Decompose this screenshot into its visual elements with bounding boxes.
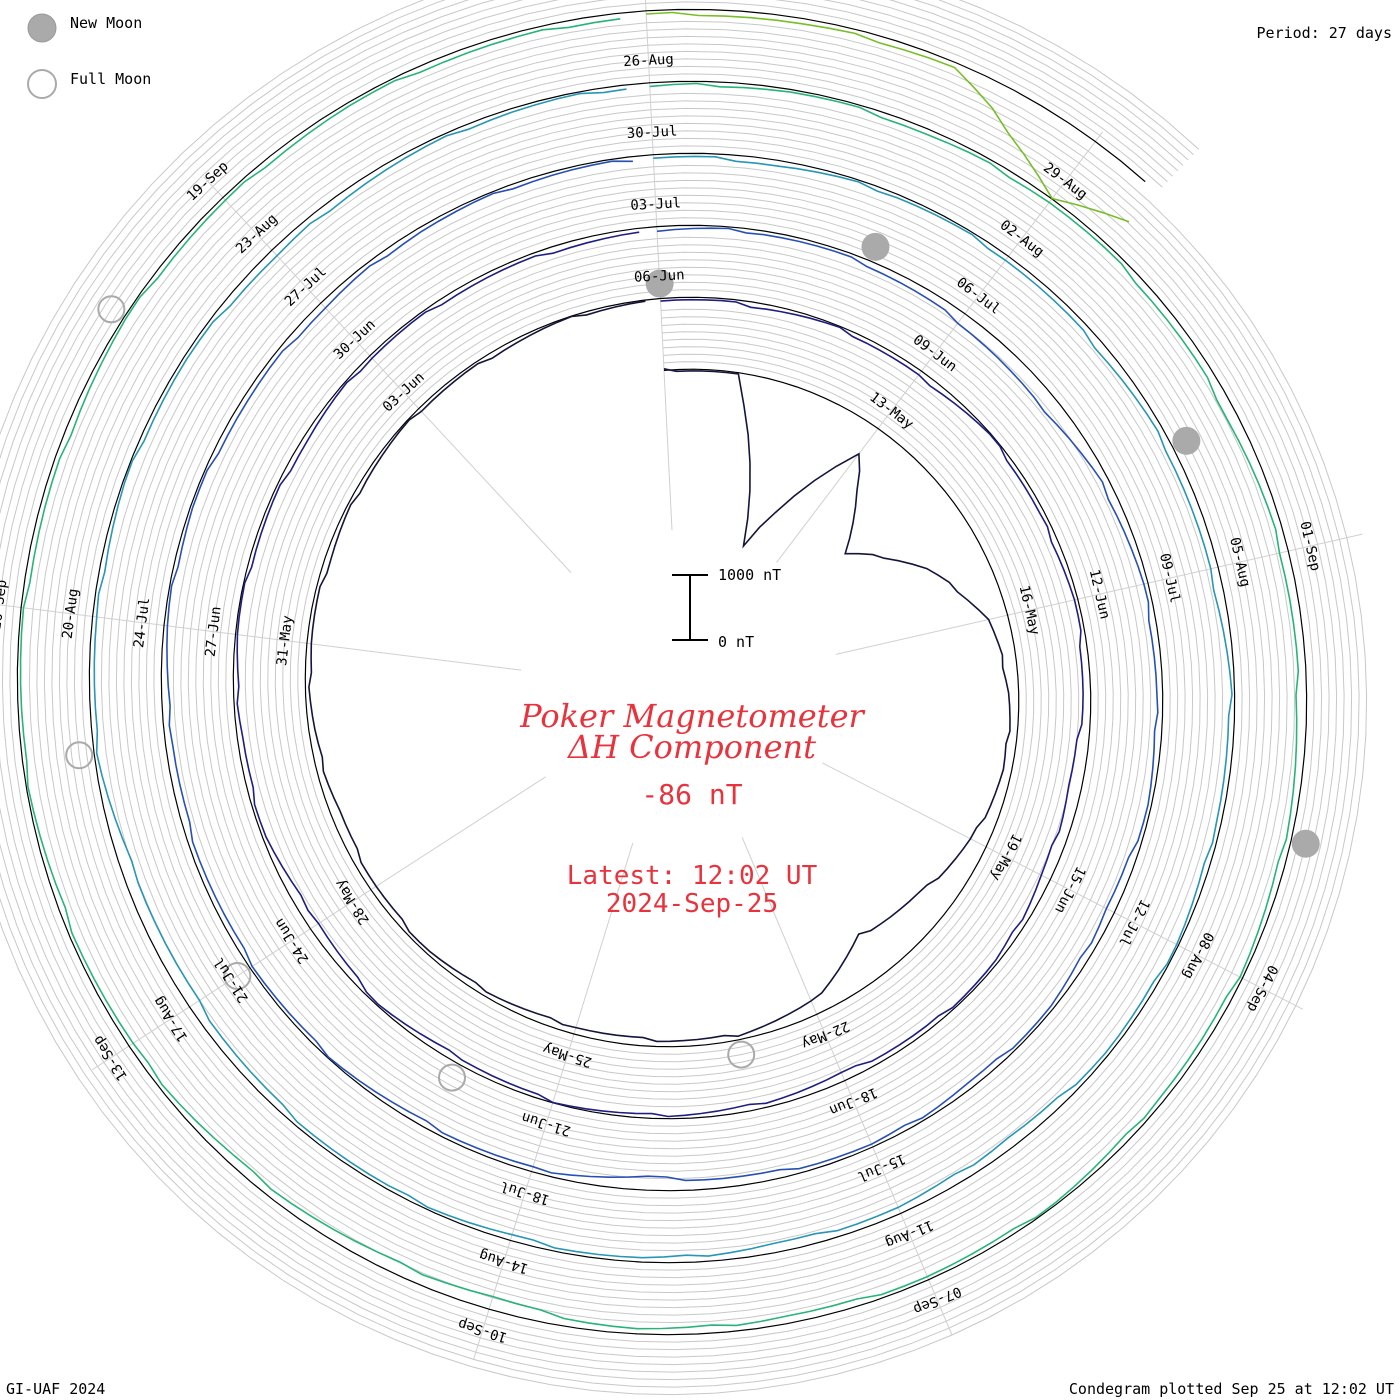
date-label: 05-Aug	[1226, 536, 1253, 589]
trace-series	[236, 231, 1084, 1118]
day-spoke	[741, 837, 953, 1336]
full-moon-icon	[27, 69, 57, 99]
day-spoke	[644, 0, 673, 531]
latest-date: 2024-Sep-25	[606, 889, 778, 919]
full-moon-legend-label: Full Moon	[70, 70, 151, 88]
full-moon-marker	[65, 741, 94, 770]
date-label: 15-Jul	[855, 1150, 908, 1184]
chart-title-line2: ΔH Component	[566, 728, 816, 766]
date-label: 09-Jul	[1156, 552, 1183, 605]
new-moon-icon	[27, 13, 57, 43]
trace-series	[93, 88, 1233, 1259]
date-label: 01-Sep	[1296, 520, 1323, 573]
trace-series	[646, 11, 1130, 223]
footer-plotted: Condegram plotted Sep 25 at 12:02 UT	[1069, 1380, 1394, 1398]
date-label: 16-Sep	[0, 579, 10, 631]
scale-top-label: 1000 nT	[718, 566, 781, 584]
date-label: 06-Jun	[634, 267, 685, 286]
date-label: 12-Jun	[1086, 568, 1113, 621]
full-moon-marker	[223, 961, 252, 990]
grid-spiral	[0, 0, 1345, 1373]
full-moon-marker	[437, 1063, 466, 1092]
trace-series	[166, 160, 1159, 1182]
new-moon-marker	[1291, 829, 1320, 858]
date-label: 08-Aug	[1179, 929, 1216, 981]
grid-spiral	[1, 0, 1323, 1351]
period-label: Period: 27 days	[1257, 24, 1392, 42]
spiral-grid	[0, 0, 1368, 1396]
grid-spiral	[0, 0, 1368, 1396]
day-spoke	[0, 604, 522, 671]
grid-spiral	[0, 0, 1338, 1366]
date-label: 30-Jul	[626, 123, 677, 142]
date-label: 22-May	[799, 1017, 852, 1051]
new-moon-marker	[645, 269, 674, 298]
data-traces	[19, 11, 1300, 1330]
date-label: 20-Aug	[60, 588, 82, 640]
trace-series	[19, 18, 1300, 1330]
date-label: 27-Jun	[203, 606, 225, 658]
date-label: 26-Aug	[623, 52, 674, 71]
footer-credit: GI-UAF 2024	[6, 1380, 105, 1398]
grid-spiral	[0, 0, 1353, 1381]
moon-markers	[65, 232, 1320, 1092]
date-label: 03-Jul	[630, 195, 681, 214]
full-moon-marker	[97, 295, 126, 324]
day-spoke	[776, 131, 1103, 563]
grid-spiral	[0, 0, 1360, 1388]
zero-baseline-spiral	[16, 8, 1308, 1336]
date-label: 24-Jul	[131, 597, 153, 649]
date-label: 31-May	[274, 615, 296, 667]
new-moon-marker	[861, 232, 890, 261]
date-label: 04-Sep	[1243, 962, 1280, 1014]
day-spoke	[473, 842, 634, 1360]
baseline-path	[16, 8, 1308, 1336]
full-moon-marker	[727, 1040, 756, 1069]
date-label: 07-Sep	[911, 1283, 964, 1317]
day-spokes	[0, 0, 1363, 1360]
new-moon-marker	[1172, 426, 1201, 455]
trace-series	[308, 300, 1011, 1043]
chart-title-line1: Poker Magnetometer	[519, 697, 865, 735]
latest-time: Latest: 12:02 UT	[567, 861, 818, 891]
grid-spiral	[9, 1, 1315, 1343]
current-value: -86 nT	[641, 778, 742, 811]
scale-bottom-label: 0 nT	[718, 633, 754, 651]
date-label: 11-Aug	[883, 1216, 936, 1250]
grid-spiral	[0, 0, 1330, 1358]
day-spoke	[835, 533, 1363, 655]
day-spoke	[822, 762, 1304, 1010]
new-moon-legend-label: New Moon	[70, 14, 142, 32]
date-label: 18-Jun	[827, 1084, 880, 1118]
day-spoke	[203, 176, 572, 574]
date-label: 16-May	[1016, 584, 1043, 637]
scale-bar: 1000 nT 0 nT	[672, 566, 781, 651]
